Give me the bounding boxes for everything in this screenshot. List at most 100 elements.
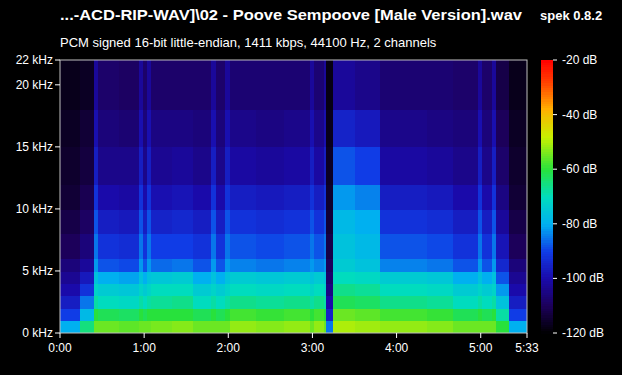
- cell: [98, 283, 120, 296]
- cell: [172, 60, 194, 110]
- cell: [492, 110, 497, 148]
- cell: [496, 321, 509, 333]
- cell: [94, 283, 99, 296]
- cell: [314, 308, 324, 321]
- y-tick: [55, 146, 60, 147]
- cell: [98, 308, 120, 321]
- cell: [172, 259, 194, 272]
- cell: [211, 308, 216, 321]
- cell: [453, 271, 479, 284]
- cell: [143, 110, 148, 148]
- cell: [94, 147, 99, 185]
- cell: [453, 209, 479, 234]
- cell: [256, 234, 285, 259]
- x-tick: [527, 333, 528, 338]
- cell: [380, 259, 404, 272]
- cell: [310, 271, 315, 284]
- cell: [143, 234, 148, 259]
- colorbar-label: -100 dB: [562, 271, 604, 285]
- cell: [314, 60, 324, 110]
- cell: [80, 321, 95, 333]
- cell: [139, 296, 144, 309]
- cell: [333, 308, 355, 321]
- cell: [427, 283, 453, 296]
- cell: [496, 60, 509, 110]
- cell: [509, 147, 527, 185]
- cell: [80, 308, 95, 321]
- cell: [314, 110, 324, 148]
- cell: [355, 110, 381, 148]
- cell: [496, 308, 509, 321]
- cell: [478, 321, 483, 333]
- cell: [333, 296, 355, 309]
- cell: [284, 60, 310, 110]
- y-tick-label: 22 kHz: [16, 53, 53, 67]
- cell: [98, 234, 120, 259]
- cell: [216, 296, 226, 309]
- cell: [172, 209, 194, 234]
- cell: [482, 283, 492, 296]
- x-tick-label: 4:00: [385, 341, 409, 355]
- cell: [119, 234, 139, 259]
- cell: [453, 296, 479, 309]
- cell: [314, 296, 324, 309]
- cell: [256, 110, 285, 148]
- cell: [509, 321, 527, 333]
- cell: [139, 147, 144, 185]
- cell: [256, 184, 285, 209]
- cell: [230, 259, 257, 272]
- cell: [98, 209, 120, 234]
- cell: [80, 147, 95, 185]
- cell: [216, 271, 226, 284]
- cell: [284, 110, 310, 148]
- cell: [284, 321, 310, 333]
- cell: [147, 110, 152, 148]
- cell: [492, 271, 497, 284]
- cell: [284, 147, 310, 185]
- cell: [80, 296, 95, 309]
- cell: [284, 308, 310, 321]
- colorbar-label: -40 dB: [562, 108, 597, 122]
- cell: [496, 147, 509, 185]
- cell: [509, 184, 527, 209]
- cell: [119, 184, 139, 209]
- cell: [139, 60, 144, 110]
- cell: [492, 60, 497, 110]
- cell: [310, 308, 315, 321]
- cell: [478, 283, 483, 296]
- cell: [453, 259, 479, 272]
- cell: [230, 234, 257, 259]
- cell: [98, 147, 120, 185]
- cell: [80, 283, 95, 296]
- cell: [482, 60, 492, 110]
- cell: [380, 296, 404, 309]
- cell: [404, 259, 428, 272]
- cell: [478, 184, 483, 209]
- y-tick-label: 20 kHz: [16, 78, 53, 92]
- cell: [98, 184, 120, 209]
- cell: [193, 209, 212, 234]
- colorbar-tick: [553, 169, 557, 170]
- cell: [139, 271, 144, 284]
- cell: [119, 209, 139, 234]
- cell: [143, 321, 148, 333]
- cell: [193, 308, 212, 321]
- cell: [143, 296, 148, 309]
- cell: [496, 283, 509, 296]
- cell: [492, 209, 497, 234]
- x-tick-label: 5:33: [515, 341, 539, 355]
- cell: [98, 296, 120, 309]
- cell: [496, 209, 509, 234]
- cell: [94, 321, 99, 333]
- cell: [139, 321, 144, 333]
- x-tick: [60, 333, 61, 338]
- cell: [256, 271, 285, 284]
- cell: [60, 308, 80, 321]
- cell: [380, 271, 404, 284]
- cell: [60, 147, 80, 185]
- cell: [230, 283, 257, 296]
- cell: [453, 283, 479, 296]
- cell: [326, 321, 334, 333]
- cell: [380, 234, 404, 259]
- cell: [509, 234, 527, 259]
